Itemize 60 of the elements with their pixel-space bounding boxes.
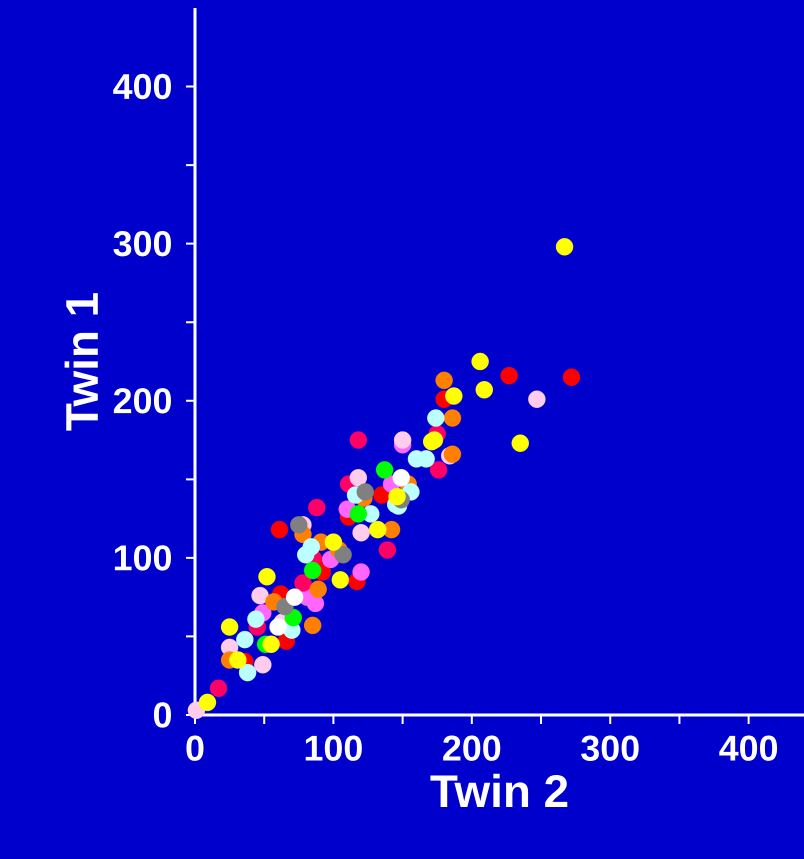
y-tick-label: 300 [113, 230, 171, 256]
point [302, 538, 320, 556]
point [304, 562, 322, 580]
point [445, 387, 463, 405]
point [350, 505, 368, 523]
point [269, 618, 287, 636]
point [471, 352, 489, 370]
point [394, 431, 412, 449]
point [444, 445, 462, 463]
y-tick-label: 0 [154, 702, 171, 728]
point [262, 636, 280, 653]
x-tick-label: 400 [719, 736, 778, 761]
point [352, 524, 370, 542]
point [369, 520, 386, 538]
y-tick-label: 200 [114, 388, 171, 414]
point [309, 580, 327, 598]
point [270, 520, 288, 538]
point [308, 498, 326, 516]
point [376, 461, 394, 479]
point [435, 372, 453, 390]
point [286, 588, 304, 606]
point [294, 574, 312, 592]
point [500, 366, 518, 384]
y-tick-label: 100 [114, 545, 171, 571]
point [392, 469, 410, 486]
point [251, 586, 269, 604]
x-tick-label: 200 [443, 736, 500, 761]
point [556, 238, 574, 256]
point [258, 568, 276, 586]
point [198, 694, 216, 712]
x-tick-label: 300 [581, 736, 639, 761]
point [476, 381, 493, 398]
point [352, 563, 370, 581]
point [350, 469, 368, 486]
point [210, 680, 228, 697]
point [220, 618, 238, 636]
x-tick-label: 0 [186, 736, 204, 761]
x-axis-title: Twin 2 [430, 774, 568, 808]
y-tick-label: 400 [113, 74, 171, 100]
y-axis-title: Twin 1 [64, 293, 98, 431]
x-tick-label: 100 [306, 736, 362, 761]
point [236, 630, 254, 648]
point [350, 431, 368, 449]
point [304, 616, 322, 634]
point [247, 610, 265, 628]
point [562, 368, 580, 386]
point [356, 483, 374, 501]
point [427, 409, 445, 427]
point [444, 409, 462, 427]
point [290, 516, 308, 534]
point [334, 546, 352, 564]
point [332, 571, 350, 589]
point [229, 651, 247, 669]
point [238, 664, 256, 682]
point [512, 434, 529, 452]
point [430, 461, 448, 479]
point [324, 533, 342, 551]
point [528, 390, 546, 408]
point [254, 656, 272, 674]
point [378, 541, 396, 559]
